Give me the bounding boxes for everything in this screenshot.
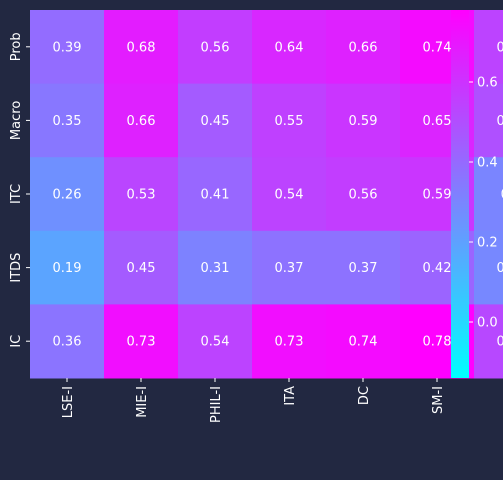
heatmap-cell xyxy=(326,304,401,379)
cell-value-label: 0.74 xyxy=(349,335,378,350)
heatmap-cell xyxy=(30,83,105,158)
y-tick-label: Prob xyxy=(9,32,24,61)
y-tick-label: ITC xyxy=(9,184,24,204)
cell-value-label: 0.35 xyxy=(53,114,82,129)
cell-value-label: 0.26 xyxy=(53,188,82,203)
x-tick-label: MIE-I xyxy=(135,386,150,418)
colorbar-tick-label: 0.6 xyxy=(477,76,498,91)
heatmap-cell xyxy=(326,10,401,85)
colorbar-tick-label: 0.0 xyxy=(477,316,498,331)
cell-value-label: 0.66 xyxy=(127,114,156,129)
cell-value-label: 0.45 xyxy=(201,114,230,129)
cell-value-label: 0.54 xyxy=(201,335,230,350)
x-tick-label: SM-I xyxy=(431,386,446,414)
colorbar-gradient xyxy=(451,10,469,378)
colorbar-tick-label: 0.4 xyxy=(477,156,498,171)
heatmap-cell xyxy=(252,304,327,379)
cell-value-label: 0.59 xyxy=(349,114,378,129)
x-tick-label: ITA xyxy=(283,386,298,406)
heatmap-cell xyxy=(104,230,179,305)
heatmap-cell xyxy=(30,230,105,305)
heatmap-cell xyxy=(474,230,503,305)
heatmap-cell xyxy=(252,230,327,305)
cell-value-label: 0.29 xyxy=(497,261,503,276)
x-tick-label: PHIL-I xyxy=(209,386,224,423)
cell-value-label: 0.36 xyxy=(53,335,82,350)
y-tick-label: Macro xyxy=(9,101,24,140)
heatmap-cell xyxy=(326,230,401,305)
heatmap-cell xyxy=(178,230,253,305)
cell-value-label: 0.42 xyxy=(423,261,452,276)
cell-value-label: 0.59 xyxy=(423,188,452,203)
cell-value-label: 0.78 xyxy=(423,335,452,350)
heatmap-cell xyxy=(252,83,327,158)
cell-value-label: 0.54 xyxy=(497,40,503,55)
heatmap-cell xyxy=(252,10,327,85)
y-tick-label: ITDS xyxy=(9,253,24,283)
heatmap-cell xyxy=(104,157,179,232)
heatmap-cell xyxy=(178,157,253,232)
heatmap-cell xyxy=(178,83,253,158)
cell-value-label: 0.45 xyxy=(127,261,156,276)
x-tick-label: LSE-I xyxy=(61,386,76,418)
cell-value-label: 0.37 xyxy=(275,261,304,276)
cell-value-label: 0.73 xyxy=(127,335,156,350)
cell-value-label: 0.53 xyxy=(127,188,156,203)
heatmap-cell xyxy=(178,304,253,379)
cell-value-label: 0.68 xyxy=(127,40,156,55)
heatmap-cell xyxy=(30,10,105,85)
cell-value-label: 0.65 xyxy=(423,114,452,129)
heatmap-cell xyxy=(178,10,253,85)
cell-value-label: 0.54 xyxy=(275,188,304,203)
heatmap-cell xyxy=(104,304,179,379)
cell-value-label: 0.31 xyxy=(201,261,230,276)
colorbar-tick-label: 0.2 xyxy=(477,236,498,251)
colorbar: 0.0 0.2 0.4 0.6 xyxy=(451,10,498,378)
heatmap-cell xyxy=(30,304,105,379)
cell-value-label: 0.39 xyxy=(53,40,82,55)
heatmap-cell xyxy=(474,83,503,158)
cell-value-label: 0.37 xyxy=(349,261,378,276)
heatmap-cell xyxy=(474,304,503,379)
heatmap-cell xyxy=(474,10,503,85)
cell-value-label: 0.66 xyxy=(349,40,378,55)
heatmap-cells: 0.390.680.560.640.660.740.540.0760.350.6… xyxy=(30,10,503,379)
y-tick-label: IC xyxy=(9,335,24,348)
heatmap-cell xyxy=(326,83,401,158)
cell-value-label: 0.52 xyxy=(497,335,503,350)
cell-value-label: 0.49 xyxy=(497,114,503,129)
x-tick-labels: LSE-IMIE-IPHIL-IITADCSM-ISOC-IDance/Dram… xyxy=(61,378,446,423)
cell-value-label: 0.56 xyxy=(201,40,230,55)
cell-value-label: 0.74 xyxy=(423,40,452,55)
cell-value-label: 0.73 xyxy=(275,335,304,350)
x-tick-label: DC xyxy=(357,386,372,405)
cell-value-label: 0.55 xyxy=(275,114,304,129)
heatmap-cell xyxy=(104,83,179,158)
heatmap-cell xyxy=(326,157,401,232)
y-tick-labels: Prob Macro ITC ITDS IC xyxy=(9,32,30,348)
heatmap-cell xyxy=(30,157,105,232)
cell-value-label: 0.64 xyxy=(275,40,304,55)
cell-value-label: 0.3 xyxy=(501,188,503,203)
heatmap-cell xyxy=(474,157,503,232)
heatmap-cell xyxy=(252,157,327,232)
cell-value-label: 0.19 xyxy=(53,261,82,276)
cell-value-label: 0.56 xyxy=(349,188,378,203)
heatmap-cell xyxy=(104,10,179,85)
cell-value-label: 0.41 xyxy=(201,188,230,203)
